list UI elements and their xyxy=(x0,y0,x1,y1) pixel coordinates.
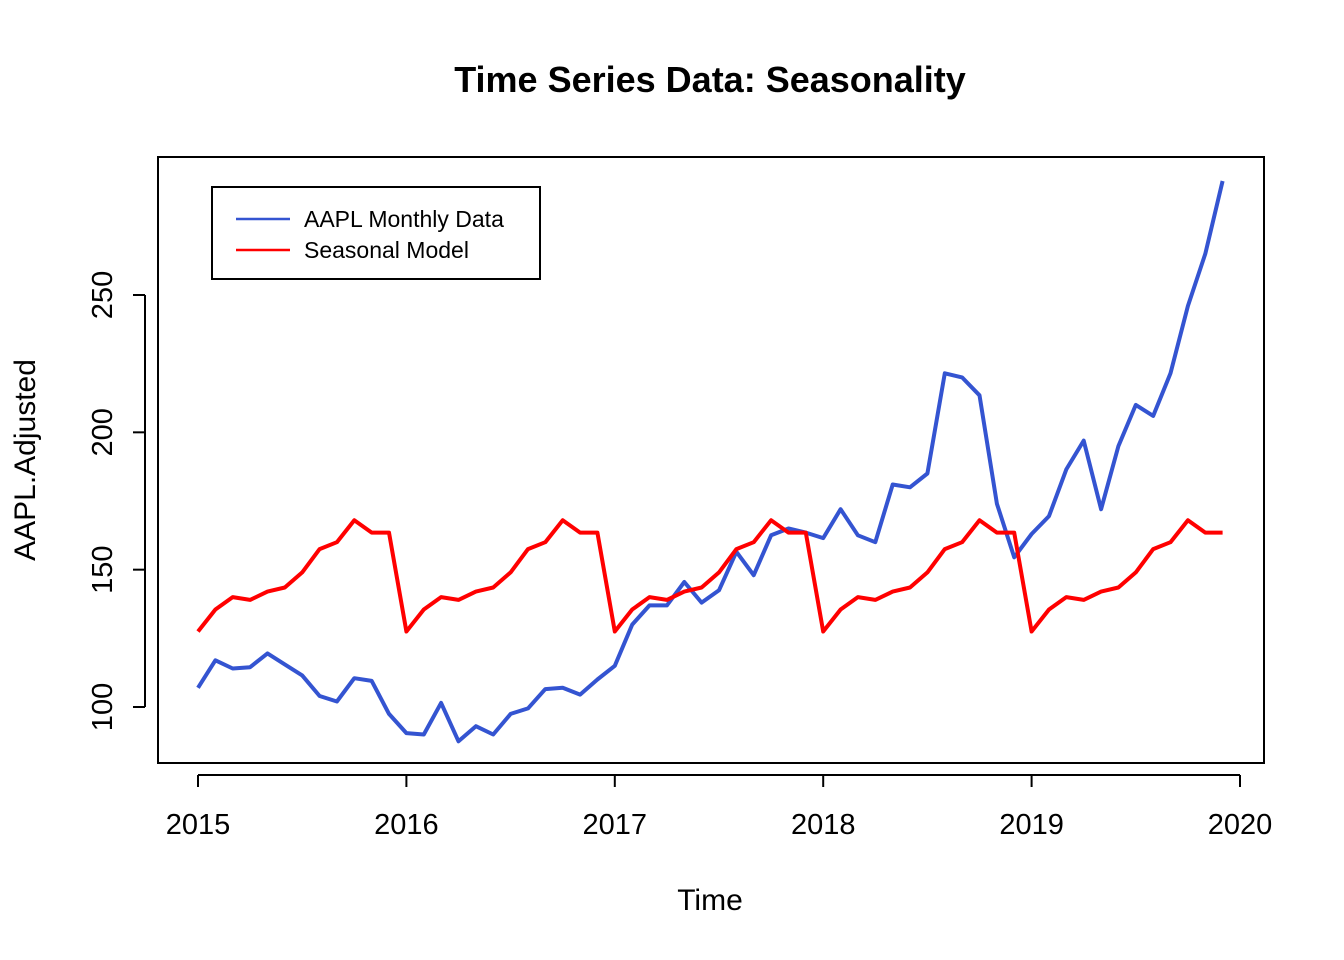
legend-box xyxy=(211,186,541,280)
series-line-seasonal-model xyxy=(196,518,1223,634)
x-tick-label: 2016 xyxy=(374,809,439,841)
x-tick-label: 2020 xyxy=(1208,809,1273,841)
x-axis-label: Time xyxy=(677,884,743,917)
x-axis: 2015 2016 2017 2018 2019 2020 xyxy=(166,774,1273,841)
chart-title: Time Series Data: Seasonality xyxy=(454,59,966,100)
x-tick-label: 2019 xyxy=(999,809,1064,841)
legend-label-seasonal-model: Seasonal Model xyxy=(304,237,469,263)
y-axis: 100 150 200 250 xyxy=(87,271,146,731)
y-tick-label: 250 xyxy=(87,271,119,319)
x-tick-label: 2018 xyxy=(791,809,856,841)
legend-label-aapl-monthly-data: AAPL Monthly Data xyxy=(304,206,504,232)
series-line-aapl-monthly-data xyxy=(196,180,1225,744)
plot-frame xyxy=(157,156,1265,764)
y-tick-label: 100 xyxy=(87,683,119,731)
y-axis-label: AAPL.Adjusted xyxy=(9,359,42,561)
series-layer xyxy=(196,180,1225,744)
x-tick-label: 2017 xyxy=(583,809,648,841)
legend: AAPL Monthly Data Seasonal Model xyxy=(211,186,541,280)
y-tick-label: 150 xyxy=(87,545,119,593)
x-tick-label: 2015 xyxy=(166,809,231,841)
y-tick-label: 200 xyxy=(87,408,119,456)
